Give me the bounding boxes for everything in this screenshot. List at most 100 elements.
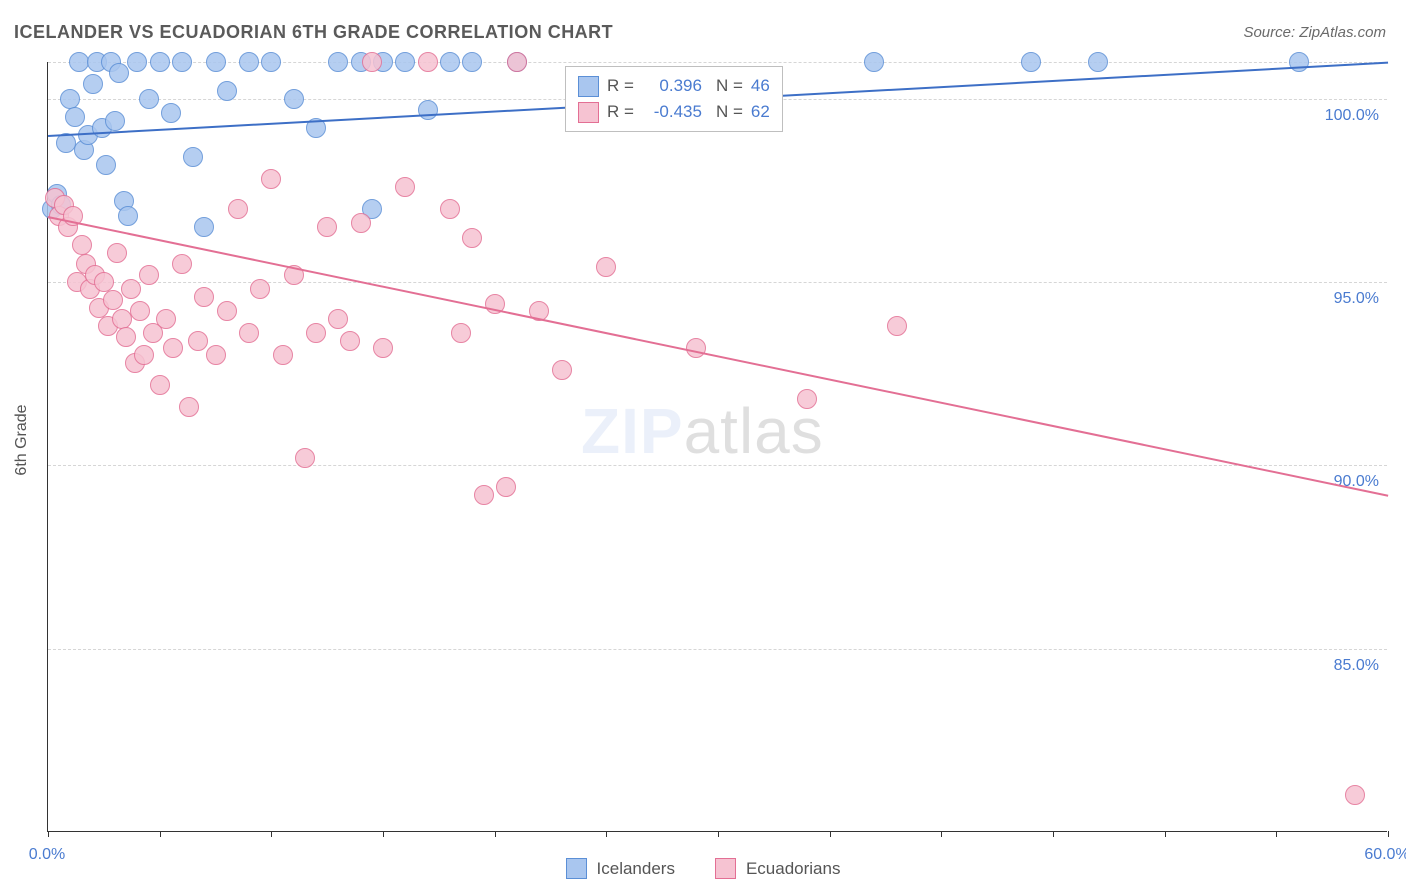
x-tick xyxy=(48,831,49,837)
data-point xyxy=(250,279,270,299)
data-point xyxy=(596,257,616,277)
x-tick xyxy=(271,831,272,837)
data-point xyxy=(462,228,482,248)
correlation-chart: ICELANDER VS ECUADORIAN 6TH GRADE CORREL… xyxy=(0,0,1406,892)
data-point xyxy=(60,89,80,109)
data-point xyxy=(474,485,494,505)
data-point xyxy=(105,111,125,131)
r-value: -0.435 xyxy=(642,102,702,122)
data-point xyxy=(351,213,371,233)
y-tick-label: 100.0% xyxy=(1325,107,1379,125)
y-tick-label: 85.0% xyxy=(1334,657,1379,675)
plot-area: ZIPatlas 85.0%90.0%95.0%100.0% xyxy=(47,62,1387,832)
data-point xyxy=(496,477,516,497)
data-point xyxy=(887,316,907,336)
data-point xyxy=(188,331,208,351)
x-tick xyxy=(1388,831,1389,837)
data-point xyxy=(150,52,170,72)
data-point xyxy=(194,287,214,307)
x-tick-label: 0.0% xyxy=(29,846,65,864)
x-tick xyxy=(606,831,607,837)
data-point xyxy=(228,199,248,219)
data-point xyxy=(1088,52,1108,72)
data-point xyxy=(797,389,817,409)
data-point xyxy=(1289,52,1309,72)
n-value: 46 xyxy=(751,76,770,96)
data-point xyxy=(72,235,92,255)
x-tick xyxy=(1276,831,1277,837)
data-point xyxy=(261,169,281,189)
x-tick-label: 60.0% xyxy=(1364,846,1406,864)
n-value: 62 xyxy=(751,102,770,122)
x-tick xyxy=(1053,831,1054,837)
x-tick xyxy=(941,831,942,837)
r-label: R = xyxy=(607,76,634,96)
x-tick xyxy=(830,831,831,837)
y-tick-label: 95.0% xyxy=(1334,290,1379,308)
series-swatch xyxy=(578,102,599,123)
gridline xyxy=(48,465,1387,466)
data-point xyxy=(194,217,214,237)
data-point xyxy=(134,345,154,365)
legend-item: Icelanders xyxy=(566,858,675,879)
data-point xyxy=(440,199,460,219)
data-point xyxy=(109,63,129,83)
data-point xyxy=(317,217,337,237)
data-point xyxy=(163,338,183,358)
data-point xyxy=(121,279,141,299)
data-point xyxy=(206,345,226,365)
x-tick xyxy=(383,831,384,837)
data-point xyxy=(462,52,482,72)
data-point xyxy=(139,265,159,285)
stats-row: R =0.396N =46 xyxy=(578,73,770,99)
series-swatch xyxy=(578,76,599,97)
data-point xyxy=(418,52,438,72)
data-point xyxy=(507,52,527,72)
data-point xyxy=(130,301,150,321)
data-point xyxy=(1345,785,1365,805)
data-point xyxy=(418,100,438,120)
x-tick xyxy=(495,831,496,837)
data-point xyxy=(864,52,884,72)
data-point xyxy=(217,81,237,101)
legend-item: Ecuadorians xyxy=(715,858,841,879)
data-point xyxy=(103,290,123,310)
data-point xyxy=(116,327,136,347)
data-point xyxy=(273,345,293,365)
data-point xyxy=(179,397,199,417)
x-tick xyxy=(718,831,719,837)
source-attribution: Source: ZipAtlas.com xyxy=(1243,24,1386,41)
data-point xyxy=(552,360,572,380)
legend-label: Ecuadorians xyxy=(746,859,841,879)
data-point xyxy=(451,323,471,343)
data-point xyxy=(107,243,127,263)
data-point xyxy=(156,309,176,329)
legend-label: Icelanders xyxy=(597,859,675,879)
trend-line xyxy=(48,216,1388,497)
stats-panel: R =0.396N =46R = -0.435 N = 62 xyxy=(565,66,783,132)
x-tick xyxy=(1165,831,1166,837)
data-point xyxy=(94,272,114,292)
data-point xyxy=(172,254,192,274)
data-point xyxy=(239,52,259,72)
data-point xyxy=(172,52,192,72)
data-point xyxy=(83,74,103,94)
data-point xyxy=(340,331,360,351)
data-point xyxy=(328,309,348,329)
data-point xyxy=(206,52,226,72)
data-point xyxy=(239,323,259,343)
data-point xyxy=(295,448,315,468)
watermark-zip: ZIP xyxy=(581,395,684,467)
gridline xyxy=(48,649,1387,650)
stats-row: R =-0.435N =62 xyxy=(578,99,770,125)
data-point xyxy=(261,52,281,72)
n-label: N = xyxy=(716,102,743,122)
data-point xyxy=(161,103,181,123)
data-point xyxy=(306,323,326,343)
chart-title: ICELANDER VS ECUADORIAN 6TH GRADE CORREL… xyxy=(14,22,613,43)
data-point xyxy=(118,206,138,226)
y-axis-label: 6th Grade xyxy=(13,404,31,475)
data-point xyxy=(217,301,237,321)
data-point xyxy=(373,338,393,358)
data-point xyxy=(440,52,460,72)
